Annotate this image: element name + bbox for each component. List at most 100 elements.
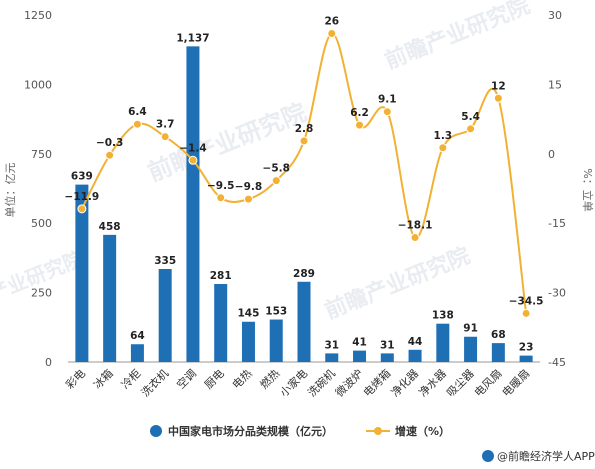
legend-bar-label: 中国家电市场分品类规模（亿元） (168, 424, 333, 438)
growth-point-1 (105, 150, 115, 160)
legend-bar-marker (150, 425, 162, 437)
growth-label-14: 5.4 (461, 111, 480, 123)
bar-label-6: 145 (238, 308, 260, 320)
y-left-ticks: 0 250 500 750 1000 1250 (24, 9, 52, 369)
growth-point-13 (438, 143, 448, 153)
bar-15 (491, 343, 505, 362)
x-category-label-10: 微波炉 (332, 366, 365, 399)
growth-point-0 (77, 204, 87, 214)
bar-1 (103, 234, 117, 362)
bar-label-11: 31 (380, 339, 395, 351)
line-labels: −11.9 −0.3 6.4 3.7 −1.4 −9.5 −9.8−5.8 2.8 26 6.2 9… (65, 16, 544, 308)
growth-point-9 (327, 29, 337, 39)
bar-label-2: 64 (130, 330, 145, 342)
growth-label-15: 12 (491, 80, 506, 92)
y-left-tick-3: 750 (31, 148, 52, 161)
growth-point-10 (355, 120, 365, 130)
y-left-tick-2: 500 (31, 217, 52, 230)
growth-label-4: −1.4 (179, 142, 206, 154)
x-category-label-5: 厨电 (202, 367, 227, 392)
bar-5 (214, 283, 228, 362)
growth-label-2: 6.4 (128, 106, 147, 118)
growth-label-12: −18.1 (398, 220, 433, 232)
growth-point-11 (382, 107, 392, 117)
bar-4 (186, 46, 200, 362)
growth-point-6 (243, 194, 253, 204)
bar-3 (158, 269, 172, 362)
legend: 中国家电市场分品类规模（亿元） 增速（%） (150, 424, 450, 438)
bar-label-10: 41 (352, 337, 367, 349)
growth-label-8: 2.8 (295, 123, 314, 135)
x-category-label-14: 吸尘器 (444, 367, 477, 400)
y-left-tick-4: 1000 (24, 78, 52, 91)
bar-label-7: 153 (265, 306, 287, 318)
source-logo-icon (482, 450, 494, 462)
bar-12 (408, 349, 422, 362)
x-category-label-9: 洗碗机 (305, 366, 338, 399)
x-category-label-15: 电风扇 (471, 366, 504, 399)
growth-label-16: −34.5 (509, 295, 544, 307)
y-right-tick-1: -30 (548, 287, 566, 300)
bar-2 (130, 344, 144, 362)
y-right-tick-4: 15 (548, 78, 562, 91)
source-text: @前瞻经济学人APP (497, 449, 595, 463)
bar-7 (269, 319, 283, 362)
y-right-tick-5: 30 (548, 9, 562, 22)
growth-point-2 (132, 119, 142, 129)
y-left-tick-1: 250 (31, 287, 52, 300)
bar-label-14: 91 (463, 323, 478, 335)
y-right-tick-3: 0 (548, 148, 555, 161)
bar-label-16: 23 (519, 342, 534, 354)
growth-label-3: 3.7 (156, 119, 175, 131)
growth-point-4 (188, 155, 198, 165)
bar-labels: 639 458 64 335 1,137 281 145 153 289 31 41 31 44 138 9… (71, 32, 534, 353)
growth-label-9: 26 (324, 16, 339, 28)
growth-label-0: −11.9 (65, 191, 100, 203)
bar-label-8: 289 (293, 268, 315, 280)
watermark-text-3: 前瞻产业研究院 (0, 246, 87, 321)
x-category-label-7: 燃热 (257, 366, 282, 391)
legend-line-label: 增速（%） (395, 424, 450, 438)
bar-10 (353, 350, 367, 362)
bar-label-13: 138 (432, 310, 454, 322)
bar-label-0: 639 (71, 171, 93, 183)
growth-point-7 (271, 176, 281, 186)
bar-0 (75, 184, 89, 362)
x-category-label-0: 彩电 (63, 367, 88, 392)
growth-label-10: 6.2 (350, 107, 369, 119)
x-category-label-8: 小家电 (277, 366, 310, 399)
bar-label-15: 68 (491, 329, 506, 341)
growth-label-5: −9.5 (207, 180, 234, 192)
y-left-tick-0: 0 (45, 356, 52, 369)
bar-series (75, 46, 533, 362)
bar-label-5: 281 (210, 270, 232, 282)
bar-16 (519, 355, 533, 362)
growth-point-12 (410, 233, 420, 243)
bar-6 (241, 321, 255, 362)
bar-13 (436, 323, 450, 362)
y-right-axis-title: %：立单 (581, 168, 595, 211)
growth-point-5 (216, 193, 226, 203)
bar-9 (325, 353, 339, 362)
growth-label-1: −0.3 (96, 137, 123, 149)
growth-point-14 (466, 124, 476, 134)
growth-point-3 (160, 132, 170, 142)
bar-label-12: 44 (408, 336, 423, 348)
growth-label-13: 1.3 (434, 130, 453, 142)
x-category-label-4: 空调 (174, 366, 199, 391)
x-category-label-6: 电热 (230, 367, 255, 392)
watermark-text-1: 前瞻产业研究院 (381, 0, 534, 74)
bar-14 (464, 336, 478, 362)
source-credit: @前瞻经济学人APP (482, 449, 595, 463)
bar-11 (380, 353, 394, 362)
y-right-tick-2: -15 (548, 217, 566, 230)
bar-label-4: 1,137 (176, 32, 209, 44)
x-category-label-13: 净水器 (416, 366, 449, 399)
x-category-label-3: 洗衣机 (138, 366, 171, 399)
y-left-tick-5: 1250 (24, 9, 52, 22)
y-right-tick-0: -45 (548, 356, 566, 369)
growth-label-7: −5.8 (263, 163, 290, 175)
x-category-label-12: 净化器 (388, 366, 421, 399)
bar-label-9: 31 (324, 339, 339, 351)
